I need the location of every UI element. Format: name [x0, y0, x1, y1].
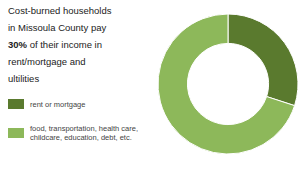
legend-label-line: food, transportation, health care, [30, 124, 138, 133]
legend-label-line: rent or mortgage [30, 100, 85, 109]
donut [158, 14, 298, 154]
legend: rent or mortgage food, transportation, he… [8, 99, 138, 142]
title-line: in Missoula County pay [8, 22, 106, 33]
title-line: 30% of their income in [8, 39, 102, 50]
title-run: of their income in [27, 39, 102, 50]
legend-label: rent or mortgage [30, 100, 85, 109]
title-line: rent/mortgage and [8, 56, 86, 67]
title-line: Cost-burned households [8, 5, 112, 16]
chart: Cost-burned households in Missoula County… [0, 0, 300, 169]
donut-slice [158, 14, 295, 154]
legend-swatch [8, 128, 24, 138]
title: Cost-burned households in Missoula County… [8, 5, 112, 84]
legend-label-line: childcare, education, debt, etc. [30, 133, 132, 142]
donut-slice [228, 14, 298, 106]
legend-swatch [8, 99, 24, 109]
legend-label: food, transportation, health care,childc… [30, 124, 138, 142]
title-line: ultilities [8, 73, 39, 84]
title-run: 30% [8, 39, 28, 50]
